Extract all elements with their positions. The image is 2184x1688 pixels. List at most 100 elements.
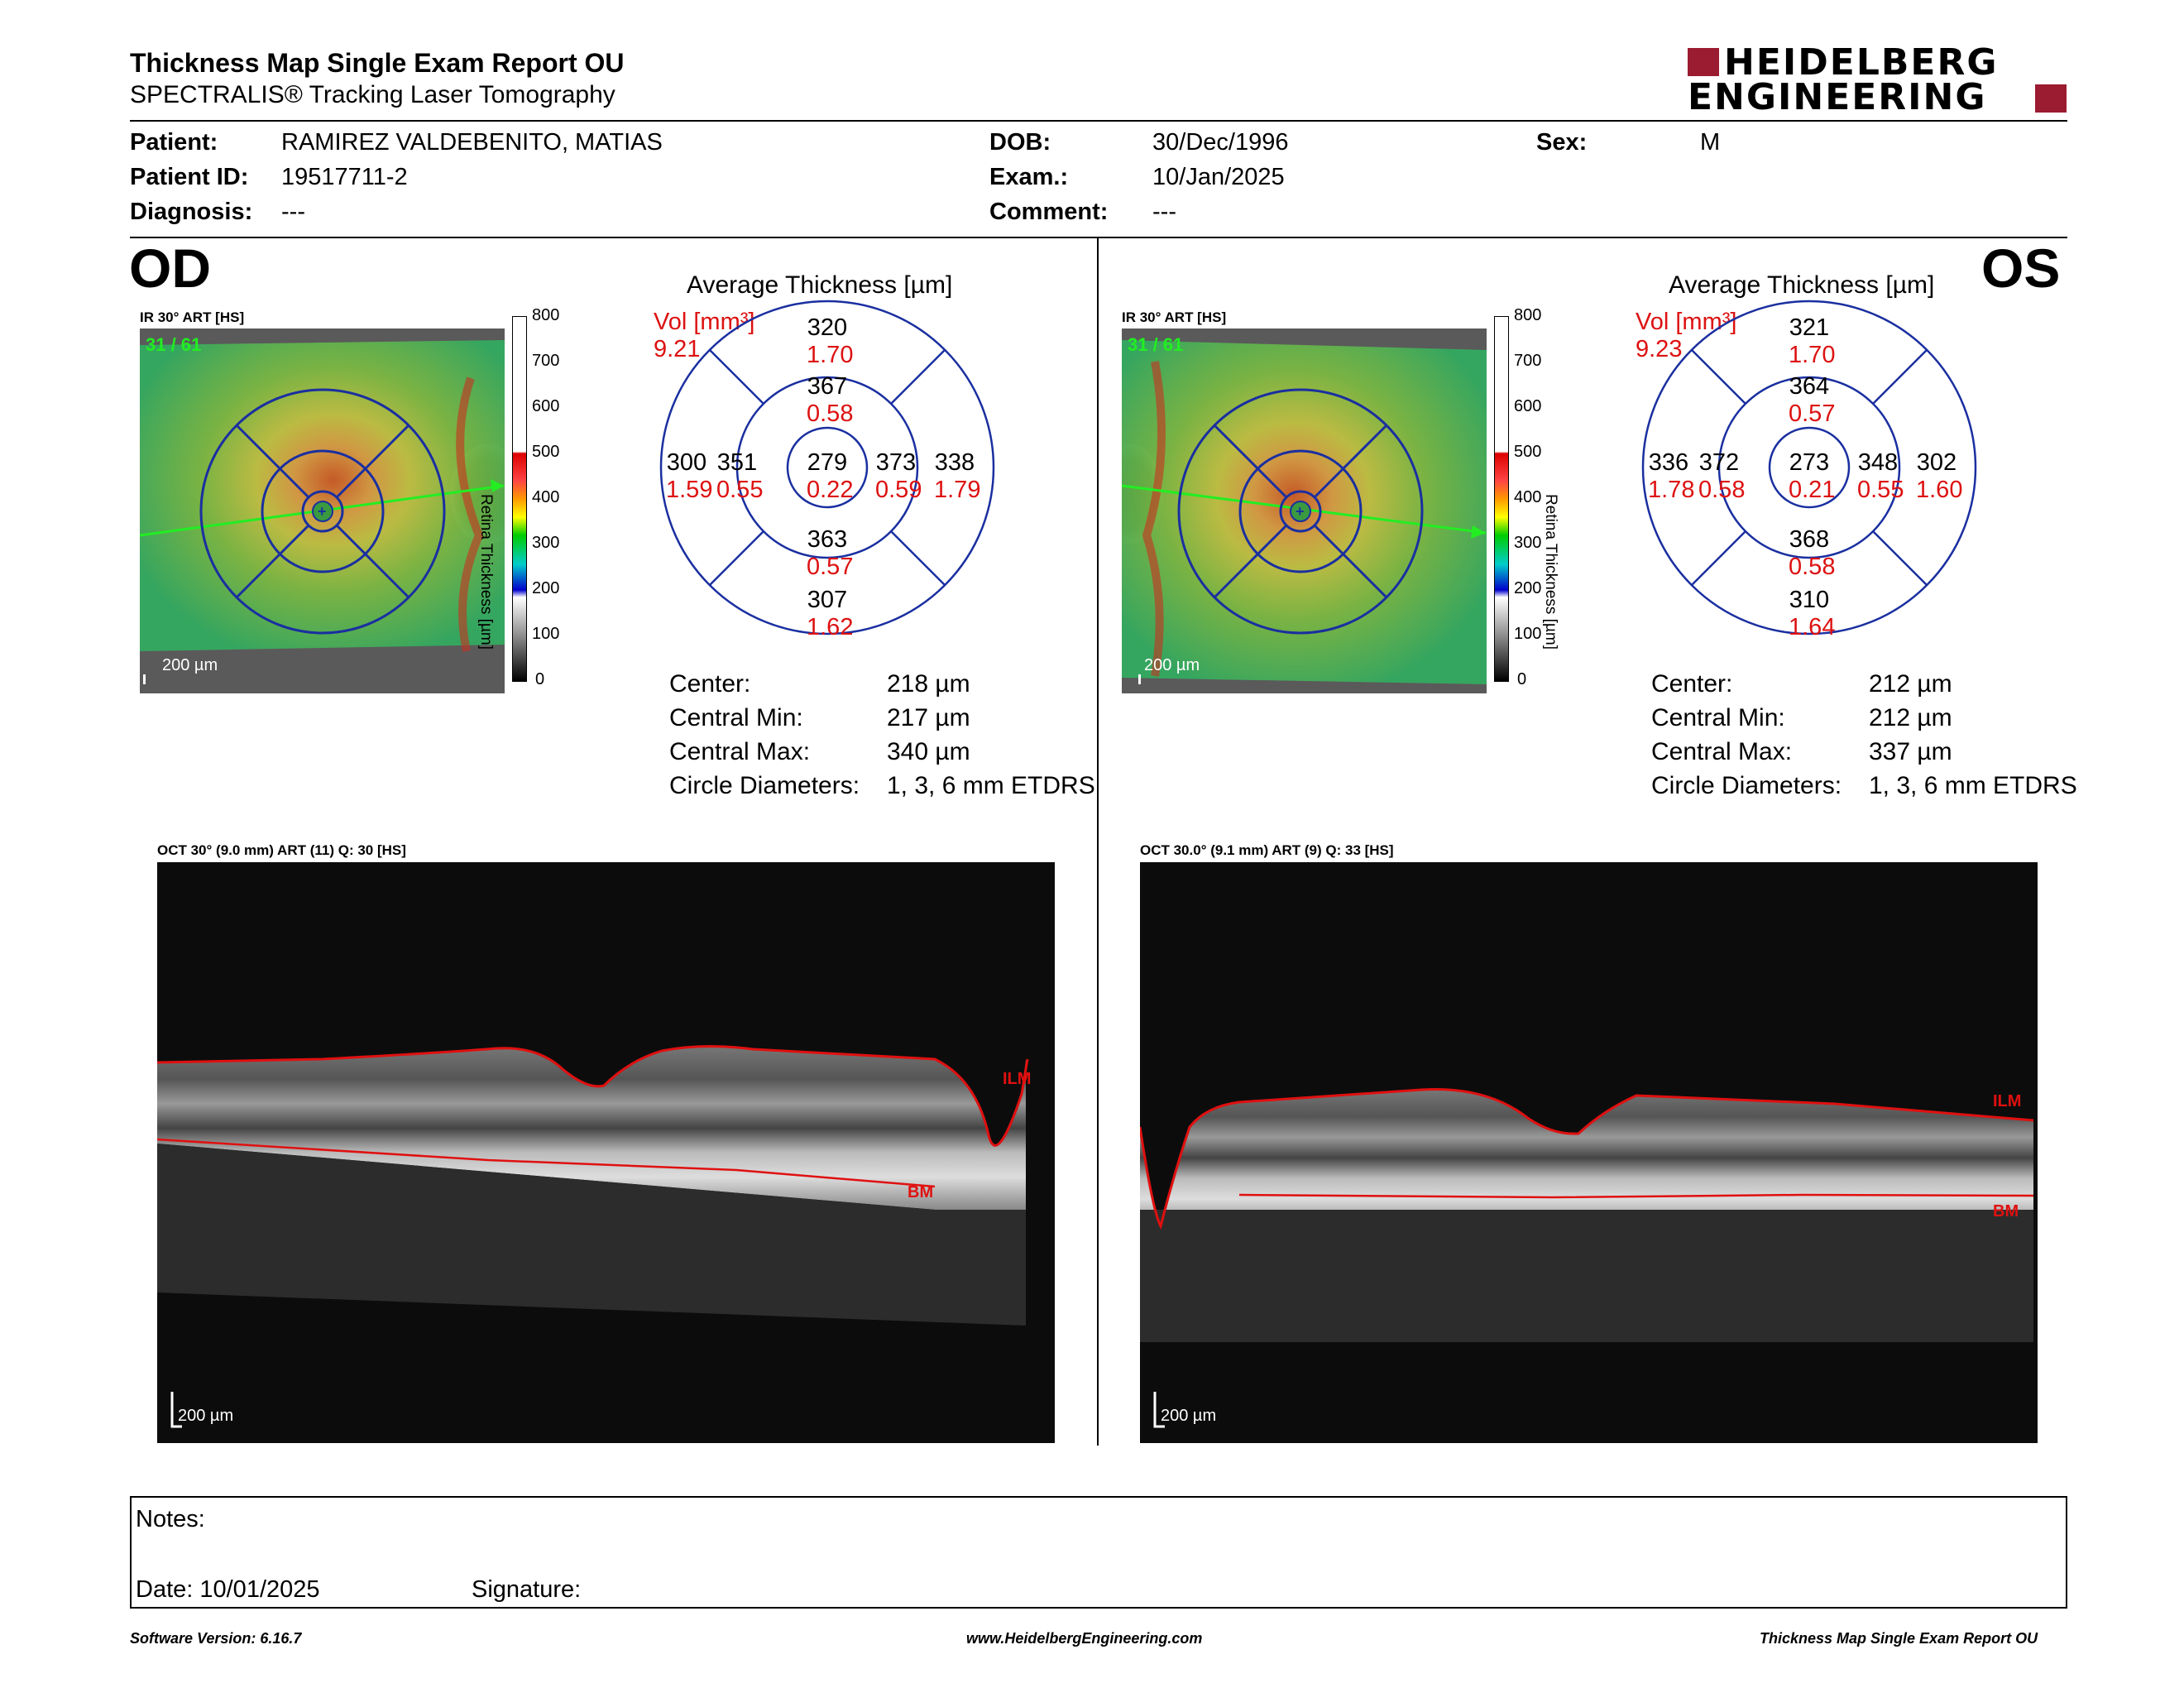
- os-inner-bottom-thickness: 368: [1789, 526, 1830, 553]
- os-retina-layers: [1140, 1089, 2033, 1226]
- os-tick: 200: [1514, 579, 1542, 597]
- od-inner-bottom-volume: 0.57: [807, 554, 854, 580]
- od-inner-right: 373 0.59: [875, 449, 922, 504]
- os-center-value: 212 µm: [1869, 670, 1952, 698]
- os-outer-top-volume: 1.70: [1789, 342, 1836, 368]
- od-oct-scale-label: 200 µm: [178, 1407, 234, 1425]
- heidelberg-logo: HEIDELBERG ENGINEERING: [1688, 45, 2068, 116]
- date-label: Date: 10/01/2025: [136, 1576, 320, 1603]
- diagnosis-label: Diagnosis:: [130, 199, 253, 225]
- od-fovea-marker: [312, 501, 333, 522]
- os-oct-scale-bar: [1153, 1392, 1165, 1428]
- logo-accent-square-top: [1688, 48, 1719, 76]
- os-min-label: Central Min:: [1651, 704, 1785, 731]
- od-inner-bottom: 363 0.57: [807, 526, 854, 581]
- os-tick: 400: [1514, 488, 1542, 506]
- os-oct-label: OCT 30.0° (9.1 mm) ART (9) Q: 33 [HS]: [1140, 842, 1394, 858]
- os-bm-line: [1238, 1193, 2034, 1199]
- dob-label: DOB:: [989, 129, 1051, 156]
- os-oct-bscan: [1140, 862, 2038, 1443]
- od-outer-left-volume: 1.59: [666, 477, 713, 503]
- center-divider: [1097, 237, 1099, 1446]
- od-max-label: Central Max:: [669, 738, 811, 765]
- os-scale-label: 200 µm: [1144, 656, 1200, 674]
- os-frame-label: 31 / 61: [1128, 334, 1184, 355]
- os-etdrs-grid: [1641, 300, 1977, 635]
- od-inner-left-volume: 0.55: [716, 477, 764, 503]
- os-scale-bar: [1138, 674, 1141, 684]
- os-inner-top-thickness: 364: [1789, 373, 1830, 400]
- od-colorbar-ticks: 800 700 600 500 400 300 200 100 0: [532, 306, 565, 688]
- od-min-label: Central Min:: [669, 704, 803, 731]
- os-inner-left-volume: 0.58: [1698, 477, 1746, 503]
- os-vol-label: Vol [mm³]: [1636, 309, 1737, 335]
- report-title: Thickness Map Single Exam Report OU: [130, 48, 625, 78]
- od-label: OD: [129, 237, 211, 299]
- od-ilm-line: [157, 1044, 1029, 1147]
- patient-rule: [130, 237, 2067, 238]
- os-outer-left-volume: 1.78: [1648, 477, 1695, 503]
- os-outer-top-thickness: 321: [1789, 314, 1830, 341]
- os-ilm-line: [1140, 1087, 2034, 1230]
- od-etdrs-overlay: [199, 388, 446, 635]
- od-max-value: 340 µm: [887, 738, 970, 765]
- od-tick: 500: [532, 443, 560, 461]
- os-choroid: [1140, 1210, 2033, 1342]
- os-ilm-label: ILM: [1993, 1092, 2022, 1110]
- od-inner-bottom-thickness: 363: [807, 526, 848, 553]
- os-bm-label: BM: [1993, 1202, 2019, 1220]
- os-inner-right: 348 0.55: [1857, 449, 1904, 504]
- od-outer-top-volume: 1.70: [807, 342, 854, 368]
- diagnosis-value: ---: [281, 199, 305, 225]
- od-vessel-band: [456, 376, 484, 653]
- os-max-label: Central Max:: [1651, 738, 1793, 765]
- od-outer-left-thickness: 300: [666, 449, 707, 476]
- os-tick: 700: [1514, 352, 1542, 370]
- os-etdrs-overlay: [1177, 388, 1424, 635]
- os-outer-bottom: 310 1.64: [1789, 587, 1836, 641]
- od-oct-label: OCT 30° (9.0 mm) ART (11) Q: 30 [HS]: [157, 842, 406, 858]
- footer-report-name: Thickness Map Single Exam Report OU: [1760, 1630, 2038, 1647]
- od-center-volume: 0.22: [807, 477, 854, 503]
- od-tick: 600: [532, 397, 560, 415]
- exam-label: Exam.:: [989, 164, 1069, 190]
- os-vol-value: 9.23: [1636, 336, 1683, 362]
- os-outer-right-thickness: 302: [1916, 449, 1957, 476]
- logo-accent-square-bottom: [2035, 84, 2067, 113]
- od-frame-label: 31 / 61: [146, 334, 202, 355]
- od-center-label: Center:: [669, 670, 751, 698]
- od-outer-right-thickness: 338: [934, 449, 975, 476]
- os-scan-arrow: [1471, 525, 1486, 539]
- od-tick: 200: [532, 579, 560, 597]
- website-link[interactable]: www.HeidelbergEngineering.com: [966, 1630, 1203, 1647]
- od-inner-right-thickness: 373: [875, 449, 917, 476]
- od-scan-arrow: [491, 479, 504, 492]
- os-outer-bottom-thickness: 310: [1789, 587, 1830, 613]
- notes-box: [130, 1496, 2067, 1609]
- od-min-value: 217 µm: [887, 704, 970, 731]
- os-center-thickness: 273: [1789, 449, 1830, 476]
- od-outer-bottom: 307 1.62: [807, 587, 854, 641]
- os-outer-left: 336 1.78: [1648, 449, 1695, 504]
- od-vol-value: 9.21: [654, 336, 701, 362]
- os-outer-bottom-volume: 1.64: [1789, 614, 1836, 640]
- os-tick: 800: [1514, 306, 1542, 324]
- od-inner-left-thickness: 351: [716, 449, 758, 476]
- os-inner-left: 372 0.58: [1698, 449, 1746, 504]
- od-overlay: [140, 340, 505, 651]
- os-center-cross: +: [1296, 503, 1305, 520]
- signature-label: Signature:: [472, 1576, 582, 1603]
- os-thickness-map: +: [1122, 328, 1487, 693]
- od-ir-label: IR 30° ART [HS]: [140, 309, 245, 325]
- od-outer-right-volume: 1.79: [934, 477, 981, 503]
- os-cells: 321 1.70 364 0.57 336 1.78 372 0.58 273 …: [1640, 298, 1979, 640]
- os-tick: 100: [1514, 625, 1542, 643]
- os-oct-scale-label: 200 µm: [1161, 1407, 1217, 1425]
- od-tick: 400: [532, 488, 560, 506]
- od-ilm-label: ILM: [1003, 1070, 1032, 1088]
- od-inner-top-volume: 0.58: [807, 400, 854, 427]
- os-outer-right-volume: 1.60: [1916, 477, 1963, 503]
- od-outer-bottom-volume: 1.62: [807, 614, 854, 640]
- od-tick: 100: [532, 625, 560, 643]
- os-tick: 0: [1517, 670, 1527, 688]
